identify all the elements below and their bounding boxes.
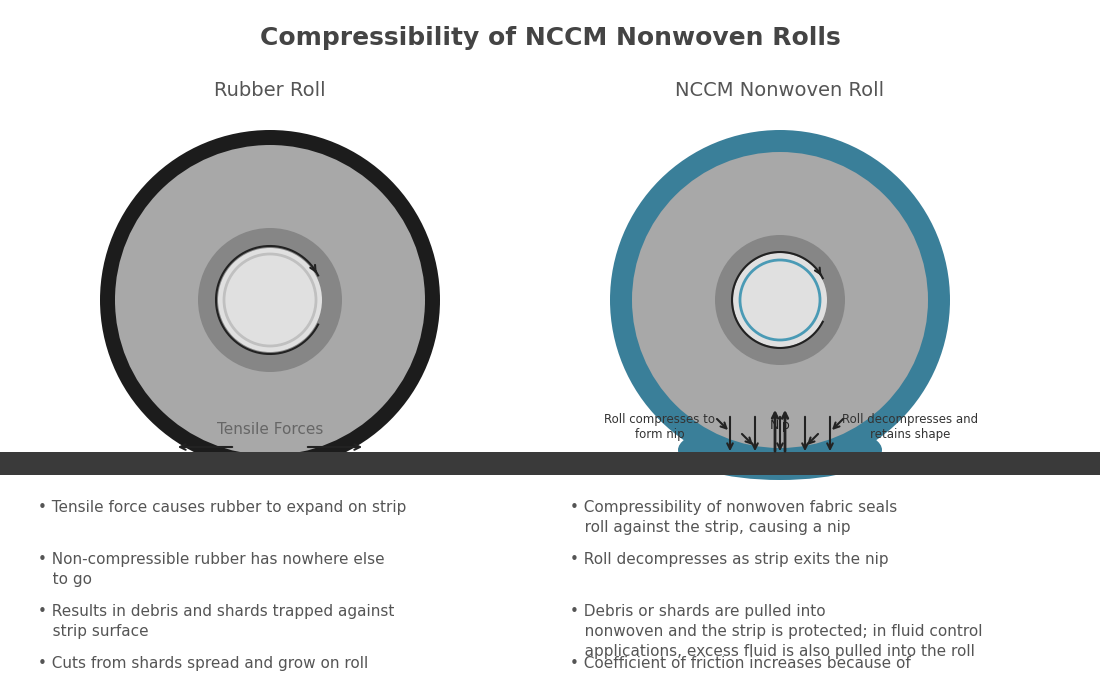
- Text: • Cuts from shards spread and grow on roll: • Cuts from shards spread and grow on ro…: [39, 656, 369, 671]
- Text: • Tensile force causes rubber to expand on strip: • Tensile force causes rubber to expand …: [39, 500, 406, 515]
- Circle shape: [632, 152, 928, 448]
- Ellipse shape: [678, 420, 882, 480]
- Circle shape: [100, 130, 440, 470]
- Text: Compressibility of NCCM Nonwoven Rolls: Compressibility of NCCM Nonwoven Rolls: [260, 26, 840, 50]
- Text: Tensile Forces: Tensile Forces: [217, 423, 323, 437]
- Circle shape: [610, 130, 950, 470]
- Circle shape: [715, 235, 845, 365]
- Text: • Debris or shards are pulled into
   nonwoven and the strip is protected; in fl: • Debris or shards are pulled into nonwo…: [570, 604, 982, 659]
- Bar: [0, 452, 1100, 475]
- Text: • Results in debris and shards trapped against
   strip surface: • Results in debris and shards trapped a…: [39, 604, 395, 639]
- Circle shape: [733, 253, 827, 347]
- Text: • Coefficient of friction increases because of
   compressive nonwoven nip: • Coefficient of friction increases beca…: [570, 656, 911, 675]
- Text: Roll compresses to
form nip: Roll compresses to form nip: [605, 413, 715, 441]
- Text: • Compressibility of nonwoven fabric seals
   roll against the strip, causing a : • Compressibility of nonwoven fabric sea…: [570, 500, 898, 535]
- Text: • Non-compressible rubber has nowhere else
   to go: • Non-compressible rubber has nowhere el…: [39, 552, 385, 587]
- Circle shape: [116, 145, 425, 455]
- Text: Rubber Roll: Rubber Roll: [214, 80, 326, 99]
- Circle shape: [218, 248, 322, 352]
- Text: Roll decompresses and
retains shape: Roll decompresses and retains shape: [842, 413, 978, 441]
- Text: • Roll decompresses as strip exits the nip: • Roll decompresses as strip exits the n…: [570, 552, 889, 567]
- Circle shape: [198, 228, 342, 372]
- Text: Nip: Nip: [770, 419, 791, 432]
- Text: NCCM Nonwoven Roll: NCCM Nonwoven Roll: [675, 80, 884, 99]
